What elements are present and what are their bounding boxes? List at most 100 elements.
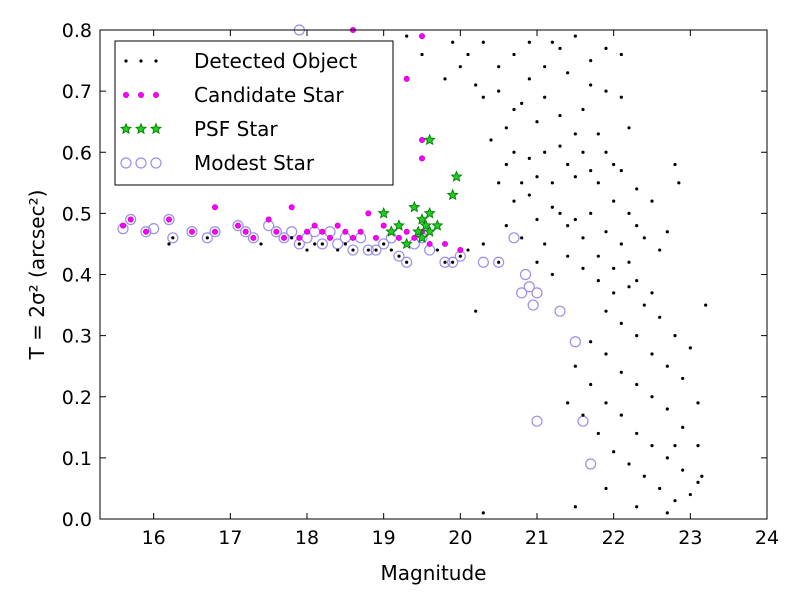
y-tick-label: 0.6 [62,142,92,164]
legend-marker [120,157,132,169]
detected-object-point [504,224,508,228]
detected-object-point [474,309,478,313]
detected-object-point [558,211,562,215]
psf-star-point [419,219,432,231]
detected-object-point [696,401,700,405]
detected-object-point [612,291,616,295]
candidate-star-point [319,228,326,235]
candidate-star-point [234,222,241,229]
y-tick-label: 0.4 [62,265,92,287]
detected-object-point [481,242,485,246]
detected-object-point [581,150,585,154]
detected-object-point [573,217,577,222]
detected-object-point [504,162,508,167]
candidate-star-point [280,234,287,241]
detected-object-point [566,71,570,75]
detected-object-point [696,480,700,484]
detected-object-point [604,486,608,491]
detected-object-point [627,126,631,130]
candidate-star-point [342,228,349,235]
detected-object-point [619,321,623,325]
detected-object-point [497,65,501,69]
psf-star-point [431,219,444,231]
detected-object-point [573,505,577,509]
psf-star-point [412,225,425,237]
detected-object-point [650,395,654,399]
detected-object-point [558,144,562,148]
detected-object-point [596,181,600,185]
detected-object-point [627,285,631,289]
psf-star-point [400,237,413,250]
detected-object-point [619,168,623,173]
candidate-star-point [403,75,410,82]
detected-object-point [658,248,662,252]
detected-object-point [589,58,593,63]
modest-star-point [401,256,413,268]
detected-object-point [688,346,692,350]
detected-object-point [566,254,570,258]
y-tick-label: 0.7 [62,81,92,103]
candidate-star-point [441,240,448,247]
detected-object-point [466,248,470,252]
detected-object-point [604,352,608,356]
detected-object-point [612,199,616,203]
detected-object-point [343,242,347,246]
candidate-star-point [334,222,341,229]
candidate-star-point [165,216,172,223]
modest-star-point [531,287,543,299]
detected-object-point [543,150,547,154]
detected-object-point [581,413,585,417]
detected-object-point [336,248,340,252]
detected-object-point [512,150,516,154]
modest-star-point [516,287,528,299]
detected-object-point [259,242,263,246]
detected-object-point [688,492,692,497]
candidate-star-point [242,228,249,235]
legend-label-psf-star: PSF Star [194,117,278,141]
x-tick-label: 19 [372,527,396,549]
legend: Detected Object Candidate Star PSF Star … [114,40,394,186]
detected-object-point [374,248,378,252]
detected-object-point [451,260,455,264]
modest-star-point [240,226,252,238]
y-tick-label: 0.0 [62,509,92,531]
candidate-star-point [418,33,425,40]
detected-object-point [619,95,623,99]
candidate-star-point [211,228,218,235]
detected-object-point [635,334,639,338]
modest-star-point [316,238,328,250]
detected-object-point [466,52,470,57]
candidate-star-point [457,247,464,254]
candidate-star-point [303,228,310,235]
detected-object-point [673,334,677,338]
detected-object-point [665,364,669,368]
detected-object-point [550,181,554,185]
detected-object-point [489,138,493,142]
detected-object-point [497,260,501,264]
detected-object-point [512,107,516,112]
candidate-star-point [395,234,402,241]
candidate-star-point [120,222,127,229]
legend-box [114,40,394,186]
modest-star-point [278,232,290,244]
detected-object-point [604,230,608,234]
modest-star-point [554,305,566,317]
modest-star-point [201,232,213,244]
detected-object-point [535,217,539,222]
detected-object-point [573,132,577,136]
detected-object-point [497,89,501,93]
detected-object-point [596,132,600,136]
detected-object-point [573,175,577,179]
candidate-star-point [142,228,149,235]
detected-object-point [642,236,646,240]
modest-star-point [163,213,175,226]
detected-object-point [581,236,585,240]
detected-object-point [573,364,577,368]
psf-star-point [415,231,429,243]
modest-star-point [508,232,520,244]
detected-object-point [320,242,324,246]
candidate-star-point [288,204,295,211]
detected-object-point [504,126,508,130]
detected-object-point [612,450,616,454]
